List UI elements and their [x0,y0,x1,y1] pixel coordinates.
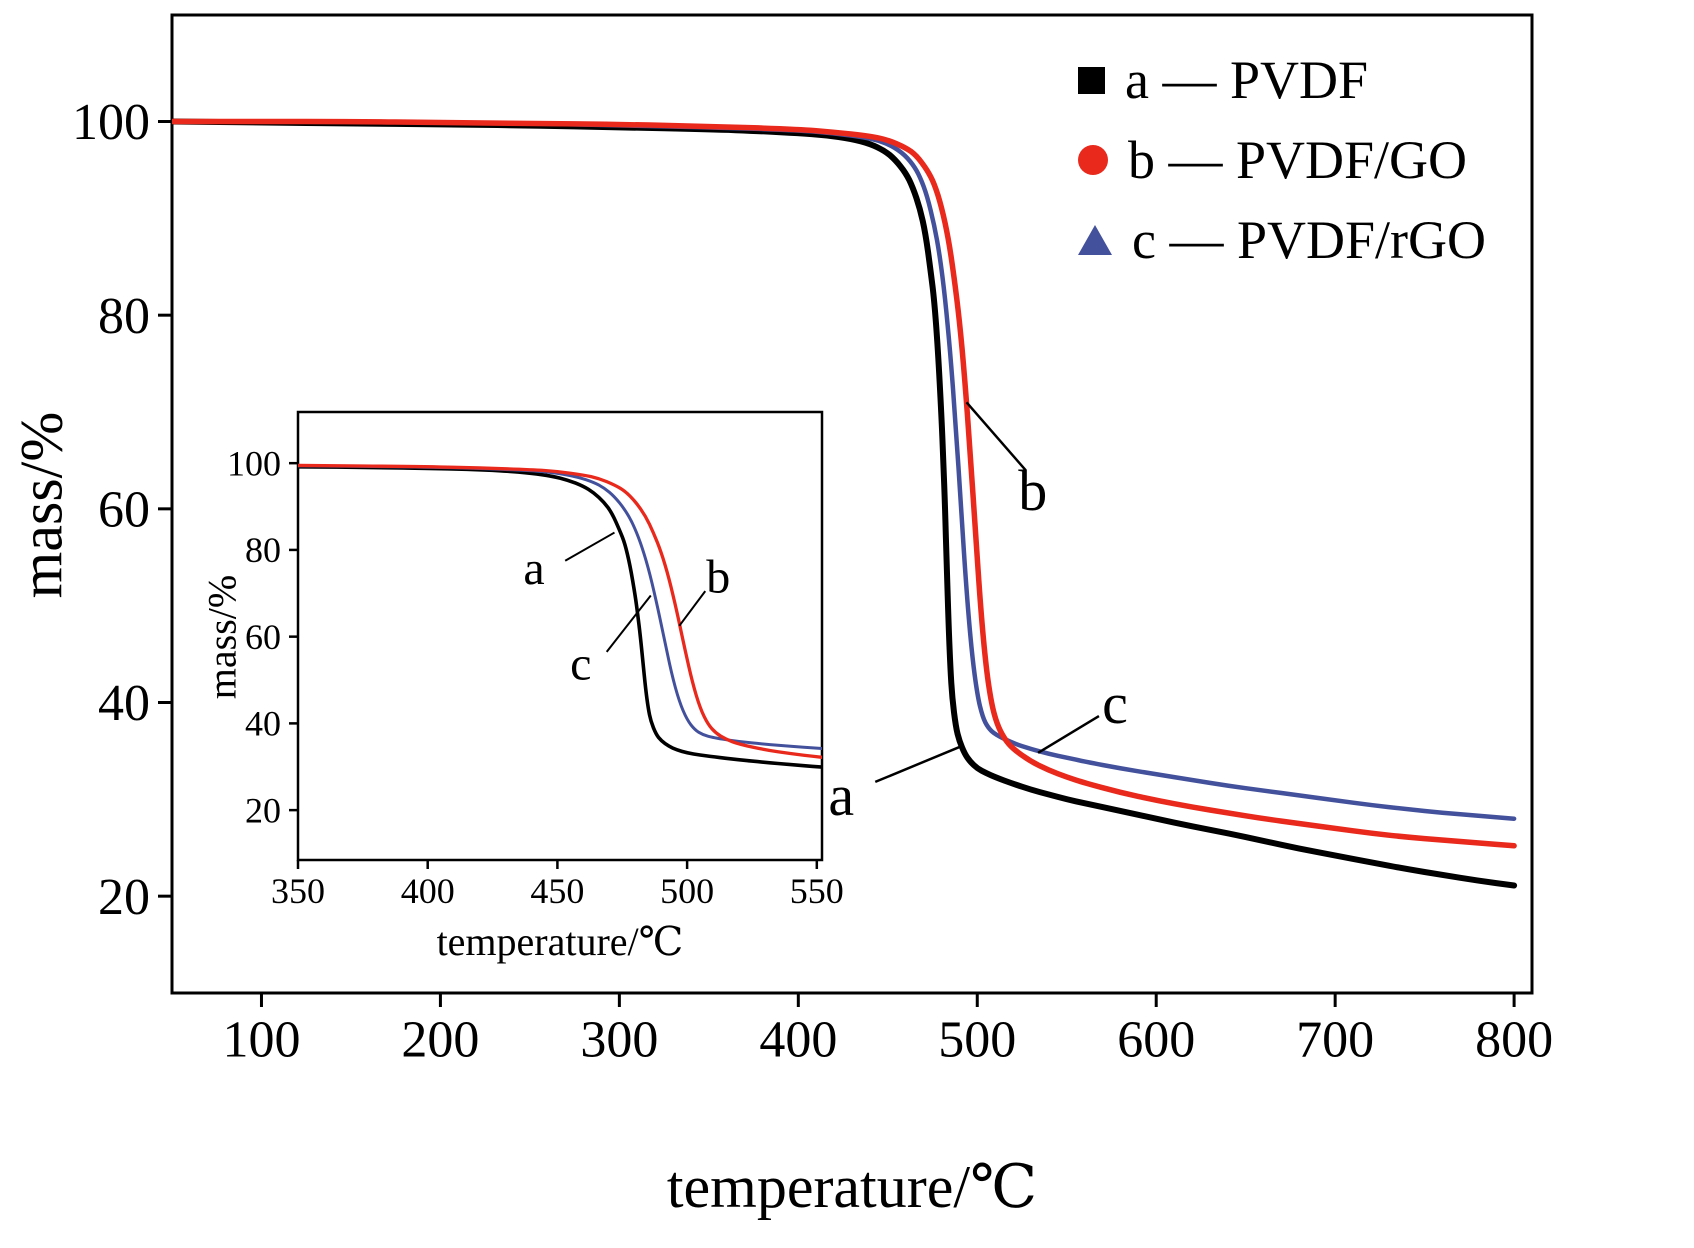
legend: a — PVDF b — PVDF/GO c — PVDF/rGO [1078,40,1486,280]
main-y-tick-label: 40 [98,675,150,732]
inset-chart: 350 400 450 500 550 20 40 60 80 100 a b c [227,410,844,911]
main-x-tick-label: 200 [401,1011,479,1068]
main-y-tick-label: 60 [98,482,150,539]
circle-marker-icon [1078,145,1108,175]
inset-y-tick-label: 40 [245,704,281,744]
inset-y-tick-label: 60 [245,617,281,657]
triangle-marker-icon [1078,225,1112,255]
inset-x-axis-title: temperature/℃ [436,919,684,964]
main-annotation-a: a [828,763,854,828]
main-series-a [172,118,1518,889]
inset-annotation-a: a [523,542,544,595]
inset-x-tick-label: 400 [401,871,455,911]
main-x-tick-label: 700 [1296,1011,1374,1068]
inset-y-tick-label: 80 [245,530,281,570]
legend-label-c: c — PVDF/rGO [1132,210,1487,270]
main-plot-frame [170,13,1534,995]
main-x-tick-label: 500 [938,1011,1016,1068]
inset-annotation-b: b [706,551,730,604]
inset-annotation-line-c [605,594,652,653]
main-x-tick-label: 800 [1475,1011,1553,1068]
inset-y-tick-label: 100 [227,443,281,483]
legend-label-a: a — PVDF [1125,50,1369,110]
main-annotation-c: c [1102,671,1128,736]
inset-annotation-line-a [564,531,615,562]
inset-annotation-c: c [570,637,591,690]
inset-annotation-line-b [678,590,707,627]
main-annotation-b: b [1018,458,1047,523]
legend-item-a: a — PVDF [1078,40,1486,120]
inset-x-tick-label: 450 [530,871,584,911]
main-x-tick-label: 100 [222,1011,300,1068]
main-series-b [172,118,1517,849]
main-annotation-line-a [874,745,960,784]
main-x-tick-label: 300 [580,1011,658,1068]
inset-y-axis-title: mass/% [199,574,245,700]
main-x-tick-label: 400 [759,1011,837,1068]
main-annotation-line-c [1037,714,1100,754]
inset-x-tick-label: 550 [790,871,844,911]
main-x-tick-label: 600 [1117,1011,1195,1068]
legend-item-c: c — PVDF/rGO [1078,200,1486,280]
main-annotation-line-b [965,401,1027,471]
inset-x-tick-label: 500 [660,871,714,911]
main-y-tick-label: 100 [72,94,150,151]
square-marker-icon [1078,66,1105,94]
main-y-axis-title: mass/% [8,411,75,599]
main-x-axis-title: temperature/℃ [666,1154,1038,1220]
main-y-tick-label: 80 [98,288,150,345]
inset-x-tick-label: 350 [271,871,325,911]
main-y-tick-label: 20 [98,869,150,926]
legend-item-b: b — PVDF/GO [1078,120,1486,200]
legend-label-b: b — PVDF/GO [1128,130,1468,190]
inset-series-b [298,463,822,759]
inset-series-c [298,464,822,750]
inset-y-tick-label: 20 [245,790,281,830]
